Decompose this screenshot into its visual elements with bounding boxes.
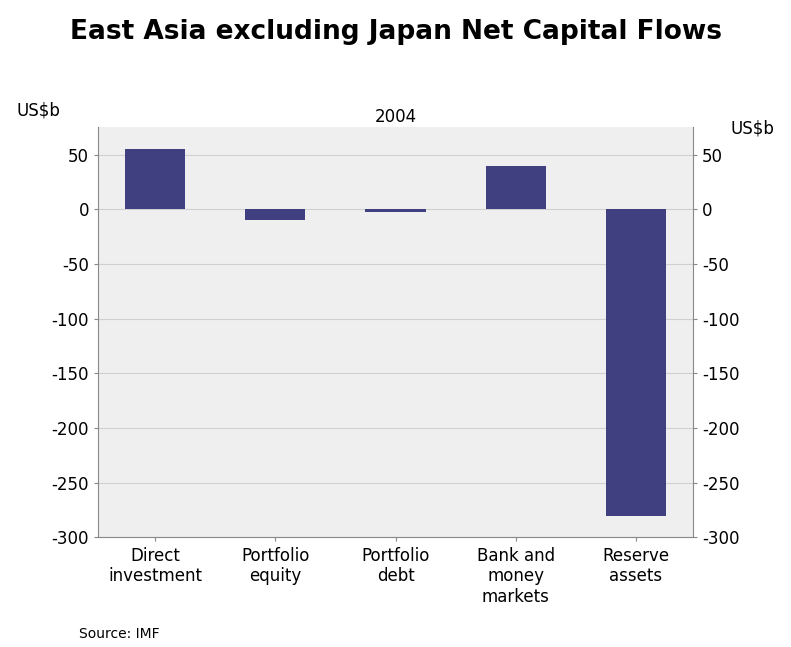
Bar xyxy=(365,210,426,212)
Text: Source: IMF: Source: IMF xyxy=(79,626,160,641)
Text: East Asia excluding Japan Net Capital Flows: East Asia excluding Japan Net Capital Fl… xyxy=(70,19,721,45)
Bar xyxy=(245,210,305,220)
Title: 2004: 2004 xyxy=(374,108,417,126)
Bar xyxy=(606,210,666,516)
Bar xyxy=(125,149,185,210)
Y-axis label: US$b: US$b xyxy=(730,119,774,137)
Y-axis label: US$b: US$b xyxy=(17,101,61,119)
Bar xyxy=(486,166,546,210)
